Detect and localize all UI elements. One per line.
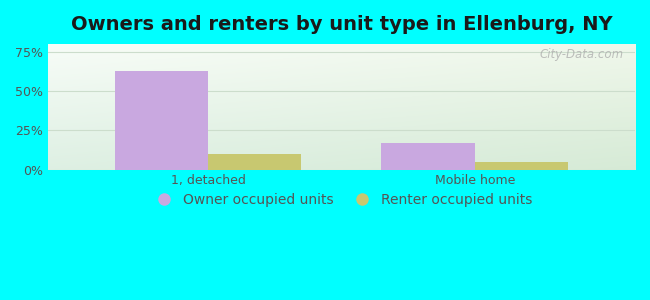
Bar — [208, 154, 302, 170]
Text: City-Data.com: City-Data.com — [539, 48, 623, 61]
Bar — [114, 70, 208, 170]
Legend: Owner occupied units, Renter occupied units: Owner occupied units, Renter occupied un… — [144, 188, 538, 213]
Bar — [382, 143, 475, 169]
Title: Owners and renters by unit type in Ellenburg, NY: Owners and renters by unit type in Ellen… — [71, 15, 612, 34]
Bar — [475, 162, 568, 170]
